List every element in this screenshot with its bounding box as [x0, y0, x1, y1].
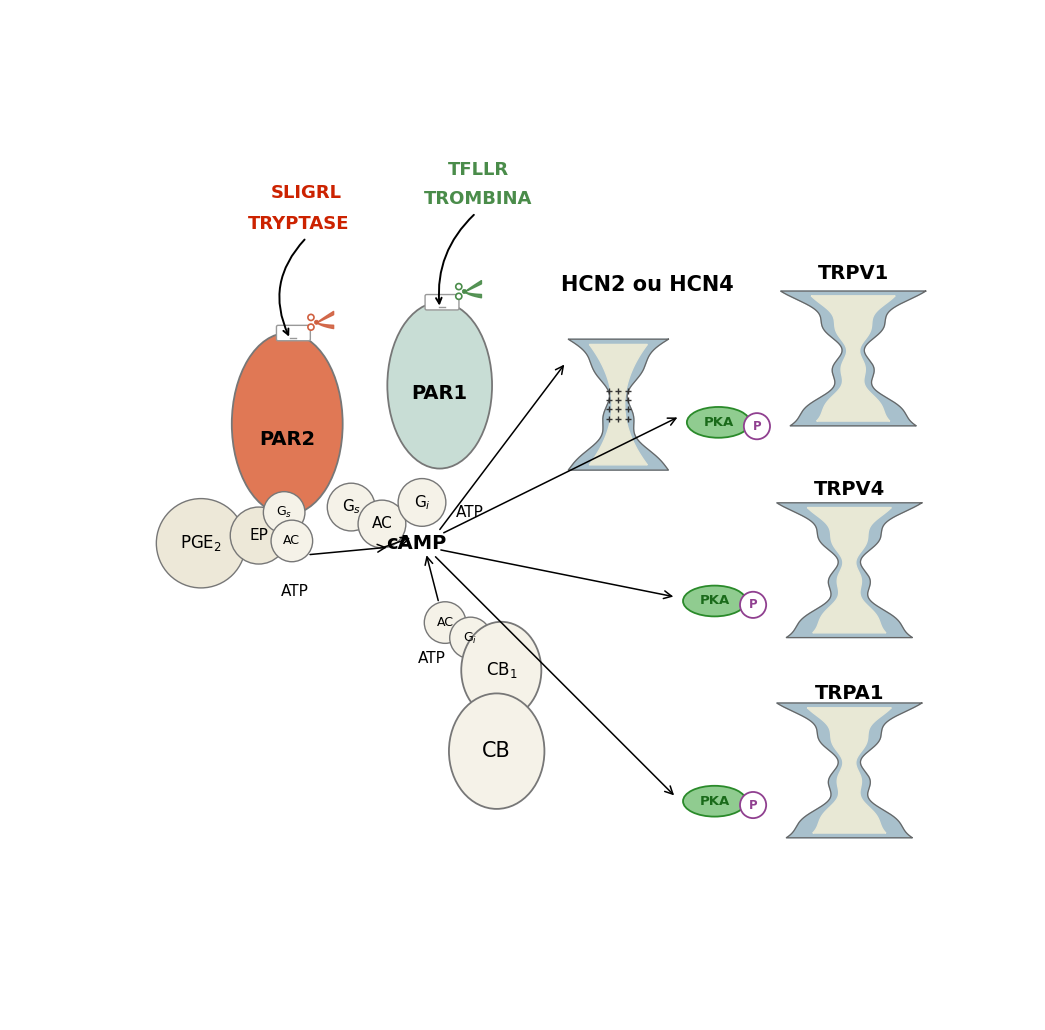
- Ellipse shape: [683, 586, 746, 616]
- Text: TRPV4: TRPV4: [814, 480, 885, 499]
- Text: P: P: [749, 798, 758, 812]
- Circle shape: [358, 501, 405, 548]
- Text: G$_s$: G$_s$: [342, 497, 361, 516]
- Text: ATP: ATP: [456, 505, 484, 520]
- Text: AC: AC: [283, 535, 300, 547]
- Circle shape: [230, 507, 287, 564]
- Polygon shape: [589, 344, 647, 465]
- Text: TRPV1: TRPV1: [817, 265, 889, 283]
- Ellipse shape: [232, 333, 343, 515]
- FancyBboxPatch shape: [277, 325, 310, 341]
- Text: G$_i$: G$_i$: [463, 630, 478, 646]
- Circle shape: [263, 491, 305, 534]
- Circle shape: [308, 314, 314, 320]
- Text: PAR2: PAR2: [259, 430, 316, 449]
- Text: TRPA1: TRPA1: [815, 684, 884, 702]
- Text: PGE$_2$: PGE$_2$: [180, 534, 222, 553]
- Text: TRYPTASE: TRYPTASE: [248, 214, 349, 233]
- Text: HCN2 ou HCN4: HCN2 ou HCN4: [561, 275, 734, 296]
- Circle shape: [271, 520, 312, 561]
- Circle shape: [157, 499, 246, 588]
- Circle shape: [449, 617, 491, 659]
- Polygon shape: [776, 703, 922, 837]
- Text: AC: AC: [372, 516, 392, 531]
- Ellipse shape: [683, 786, 746, 817]
- Text: TROMBINA: TROMBINA: [424, 191, 532, 208]
- Text: P: P: [749, 598, 758, 612]
- Polygon shape: [811, 296, 896, 421]
- Circle shape: [740, 592, 766, 618]
- Text: SLIGRL: SLIGRL: [271, 184, 342, 202]
- Ellipse shape: [449, 693, 544, 809]
- Circle shape: [740, 792, 766, 818]
- Circle shape: [308, 324, 314, 331]
- Text: ATP: ATP: [281, 584, 309, 599]
- Text: CB$_1$: CB$_1$: [486, 660, 517, 680]
- Polygon shape: [568, 339, 669, 470]
- Text: P: P: [752, 419, 761, 433]
- Text: EP: EP: [250, 528, 269, 543]
- Circle shape: [744, 413, 770, 440]
- Polygon shape: [808, 708, 891, 833]
- Circle shape: [456, 294, 462, 300]
- Ellipse shape: [687, 407, 750, 438]
- Circle shape: [462, 289, 466, 294]
- Text: G$_s$: G$_s$: [276, 505, 293, 520]
- Text: AC: AC: [437, 616, 454, 629]
- FancyBboxPatch shape: [425, 295, 459, 310]
- Text: TFLLR: TFLLR: [447, 161, 509, 179]
- Text: ATP: ATP: [418, 651, 446, 666]
- Polygon shape: [808, 508, 891, 632]
- Text: PKA: PKA: [699, 594, 729, 608]
- Circle shape: [315, 320, 319, 324]
- Circle shape: [327, 483, 375, 530]
- Ellipse shape: [388, 302, 492, 469]
- Ellipse shape: [461, 622, 541, 719]
- Text: cAMP: cAMP: [387, 534, 446, 553]
- Polygon shape: [776, 503, 922, 638]
- Circle shape: [424, 602, 466, 644]
- Circle shape: [456, 283, 462, 289]
- Text: CB: CB: [483, 742, 511, 761]
- Text: PKA: PKA: [703, 416, 734, 428]
- Text: PKA: PKA: [699, 795, 729, 808]
- Circle shape: [398, 479, 446, 526]
- Text: G$_i$: G$_i$: [414, 493, 431, 512]
- Polygon shape: [781, 291, 926, 425]
- Text: PAR1: PAR1: [412, 383, 468, 403]
